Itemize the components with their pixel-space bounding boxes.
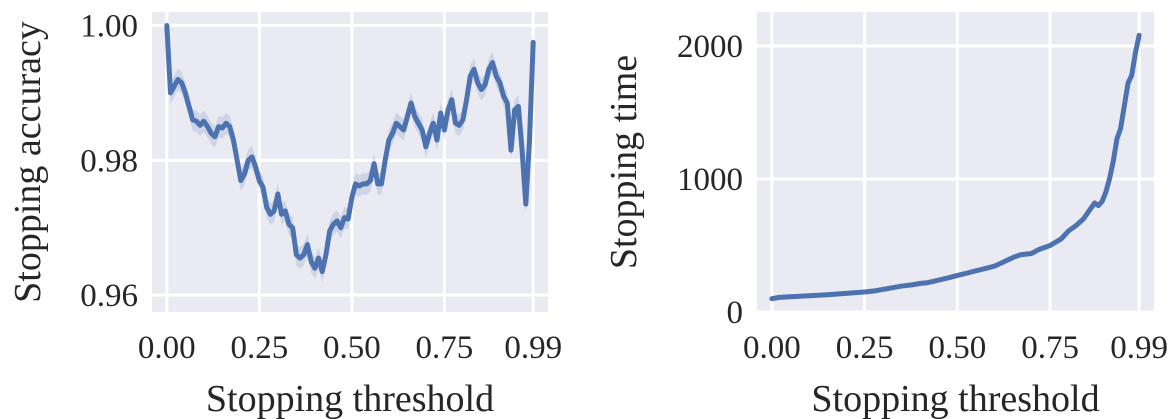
accuracy-x-tick-label: 0.99	[504, 330, 562, 366]
time-x-tick-label: 0.99	[1110, 330, 1168, 366]
time-series-line	[769, 32, 1142, 302]
accuracy-y-tick-label: 1.00	[80, 8, 138, 44]
time-y-tick-label: 2000	[677, 29, 743, 65]
accuracy-y-axis-label: Stopping accuracy	[7, 21, 49, 303]
time-plot-area	[757, 12, 1154, 312]
time-x-tick-label: 0.00	[743, 330, 801, 366]
time-y-tick-label: 0	[727, 295, 744, 331]
accuracy-x-axis-label: Stopping threshold	[206, 378, 494, 419]
accuracy-y-tick-label: 0.96	[80, 278, 138, 314]
time-x-axis-label: Stopping threshold	[811, 378, 1099, 419]
time-x-tick-label: 0.25	[836, 330, 894, 366]
accuracy-x-tick-label: 0.25	[230, 330, 288, 366]
time-y-axis-label: Stopping time	[603, 55, 645, 269]
accuracy-chart-panel: 0.00 0.25 0.50 0.75 0.99 0.96 0.98 1.00 Stopping…	[7, 8, 562, 419]
time-y-tick-label: 1000	[677, 162, 743, 198]
accuracy-series-line	[164, 22, 536, 275]
accuracy-y-tick-label: 0.98	[80, 143, 138, 179]
accuracy-x-tick-label: 0.75	[415, 330, 473, 366]
accuracy-plot-area	[152, 12, 548, 312]
time-x-tick-label: 0.75	[1021, 330, 1079, 366]
accuracy-x-tick-label: 0.50	[323, 330, 381, 366]
accuracy-x-tick-label: 0.00	[138, 330, 196, 366]
stopping-time-chart-panel: 0.00 0.25 0.50 0.75 0.99 0 1000 2000 Stopping th…	[603, 12, 1168, 419]
time-x-tick-label: 0.50	[928, 330, 986, 366]
